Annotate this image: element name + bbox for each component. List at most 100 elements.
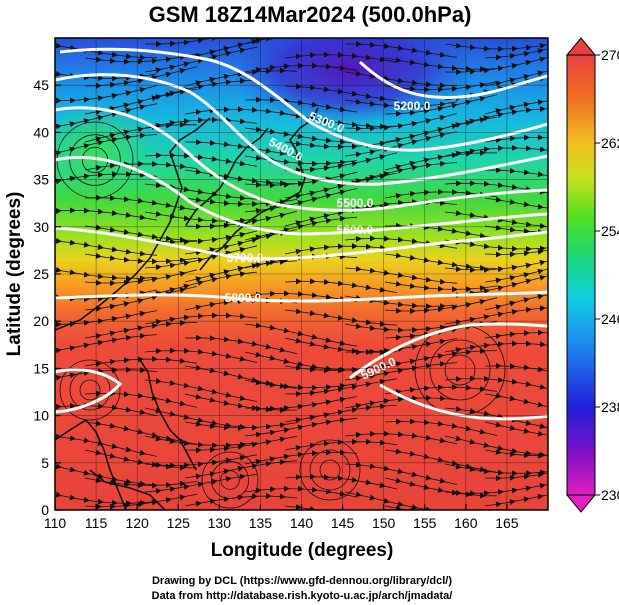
streamline (244, 417, 358, 438)
y-tick-label: 35 (33, 172, 49, 188)
colorbar-bottom-cap (565, 494, 597, 513)
height-contours (55, 47, 548, 421)
y-tick-label: 20 (33, 313, 49, 329)
eddy-streamline (444, 354, 476, 386)
y-tick-label: 40 (33, 124, 49, 140)
colorbar-tick-label: 230 (601, 487, 619, 503)
x-tick-label: 145 (331, 515, 355, 531)
streamline (484, 196, 548, 215)
streamline (384, 94, 498, 117)
eddy-streamline (79, 379, 101, 401)
eddy-streamline (299, 439, 361, 501)
streamline (484, 448, 548, 459)
streamline (484, 240, 548, 258)
contour-5500 (55, 106, 548, 212)
streamline (244, 188, 358, 214)
streamline (55, 103, 158, 130)
streamline (55, 333, 158, 354)
eddy-streamline (69, 134, 121, 186)
streamline (284, 278, 398, 293)
streamline (244, 290, 358, 303)
eddy-streamline (59, 359, 121, 421)
y-tick-label: 5 (41, 455, 49, 471)
contour-label-5600: 5600.0 (337, 223, 374, 237)
x-tick-label: 150 (372, 515, 396, 531)
colorbar-ticks: 230 238 246 254 262 270 (595, 47, 619, 503)
colorbar-tick-label: 270 (601, 47, 619, 63)
coastlines (55, 107, 319, 510)
colorbar: 230 238 246 254 262 270 (565, 37, 619, 513)
contour-5800 (55, 290, 548, 303)
x-tick-label: 135 (249, 515, 273, 531)
contour-label-5700: 5700.0 (227, 251, 264, 265)
streamline (284, 473, 398, 490)
streamline (484, 392, 548, 417)
x-tick-label: 120 (125, 515, 149, 531)
contour-5400 (55, 73, 548, 186)
x-tick-label: 140 (290, 515, 314, 531)
streamline (144, 347, 258, 363)
credit-line-2: Data from http://database.rish.kyoto-u.a… (152, 590, 453, 602)
streamline (384, 384, 498, 396)
streamline (184, 334, 298, 355)
y-tick-label: 15 (33, 360, 49, 376)
streamline (484, 286, 548, 311)
x-axis-ticks: 110 115 120 125 130 135 140 145 150 155 160 165 (44, 504, 519, 531)
streamline (55, 366, 158, 381)
y-tick-label: 10 (33, 408, 49, 424)
contour-5900-c (379, 383, 548, 421)
streamline (184, 493, 298, 507)
streamline (384, 222, 498, 239)
gridlines (54, 38, 548, 511)
x-tick-label: 115 (85, 515, 108, 531)
streamline (284, 51, 398, 63)
streamline (284, 83, 398, 102)
coastline-indochina (55, 418, 127, 510)
streamline (484, 464, 548, 482)
contour-5200 (358, 60, 548, 100)
eddy-streamline (429, 339, 491, 401)
y-tick-label: 0 (41, 502, 49, 518)
colorbar-tick-label: 246 (601, 311, 619, 327)
streamline (144, 473, 258, 495)
streamline (444, 375, 548, 390)
streamline (244, 96, 358, 113)
colorbar-top-cap (565, 37, 597, 56)
streamline (184, 106, 298, 116)
streamline (344, 40, 458, 58)
credit-line-1: Drawing by DCL (https://www.gfd-dennou.o… (152, 575, 452, 587)
x-tick-label: 130 (208, 515, 232, 531)
x-tick-label: 110 (44, 515, 67, 531)
streamline (484, 487, 548, 508)
x-tick-label: 125 (167, 515, 191, 531)
eddy-streamline (210, 460, 250, 500)
streamline (284, 152, 398, 174)
streamline (344, 131, 458, 158)
streamline (55, 132, 158, 157)
streamline (484, 167, 548, 185)
contour-label-5500: 5500.0 (337, 196, 374, 210)
streamline (384, 418, 498, 436)
contour-5900-a (55, 368, 123, 414)
colorbar-tick-label: 254 (601, 223, 619, 239)
streamline (344, 235, 458, 249)
contour-label-5200: 5200.0 (394, 99, 431, 113)
y-tick-label: 45 (33, 77, 49, 93)
streamline (344, 430, 458, 445)
plot-area: 5200.0 5300.0 5400.0 5500.0 5600.0 5700.… (55, 38, 548, 510)
streamlines (55, 38, 548, 510)
contour-5900-b (349, 322, 548, 380)
x-tick-label: 160 (454, 515, 478, 531)
chart-title: GSM 18Z14Mar2024 (500.0hPa) (149, 2, 472, 27)
eddy-streamline (309, 449, 351, 491)
contour-5600 (55, 155, 548, 236)
y-axis-ticks: 0 5 10 15 20 25 30 35 40 45 (33, 77, 61, 518)
eddy-streamline (319, 459, 341, 481)
contour-5300 (59, 47, 548, 152)
cold-core (230, 38, 470, 125)
x-tick-label: 165 (495, 515, 519, 531)
streamline (344, 361, 458, 382)
streamline (484, 134, 548, 144)
x-tick-label: 155 (413, 515, 437, 531)
